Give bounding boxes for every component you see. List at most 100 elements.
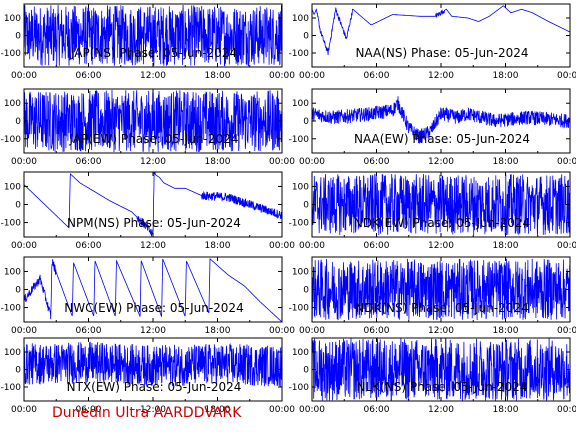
x-tick-label: 18:00 (205, 71, 231, 81)
x-tick-label: 12:00 (428, 241, 454, 251)
x-tick-label: 00:00 (11, 157, 37, 167)
y-tick-label: -100 (1, 304, 22, 314)
y-tick-label: 100 (292, 348, 309, 358)
panel-6: 100 0 -100 00:00 06:00 12:00 18:00 00:00 NWC(EW)… (1, 256, 295, 336)
y-tick-label: 0 (15, 366, 21, 376)
x-tick-label: 06:00 (76, 241, 102, 251)
y-tick-label: 0 (303, 366, 309, 376)
y-tick-label: 0 (15, 117, 21, 127)
phase-trace (24, 4, 282, 67)
x-tick-label: 06:00 (364, 326, 390, 336)
x-tick-label: 18:00 (493, 71, 519, 81)
y-tick-label: 0 (15, 201, 21, 211)
x-tick-label: 00:00 (299, 326, 325, 336)
y-tick-label: -100 (289, 135, 310, 145)
x-tick-label: 18:00 (205, 157, 231, 167)
x-tick-label: 12:00 (140, 326, 166, 336)
x-tick-label: 06:00 (364, 405, 390, 415)
x-tick-label: 18:00 (205, 241, 231, 251)
x-tick-label: 00:00 (11, 326, 37, 336)
panel-title: NAA(EW) Phase: 05-Jun-2024 (354, 132, 530, 146)
y-tick-label: 100 (4, 182, 21, 192)
x-tick-label: 00:00 (269, 71, 295, 81)
panel-1: 100 0 -100 00:00 06:00 12:00 18:00 00:00 NAA(NS)… (289, 3, 576, 81)
x-tick-label: 06:00 (364, 241, 390, 251)
x-tick-label: 06:00 (76, 157, 102, 167)
x-tick-label: 00:00 (11, 241, 37, 251)
phase-trace (24, 341, 282, 387)
x-tick-label: 12:00 (428, 157, 454, 167)
phase-trace (312, 258, 570, 321)
x-tick-label: 00:00 (269, 157, 295, 167)
x-tick-label: 00:00 (557, 405, 576, 415)
y-tick-label: -100 (1, 383, 22, 393)
x-tick-label: 00:00 (11, 405, 37, 415)
x-tick-label: 12:00 (428, 405, 454, 415)
y-tick-label: 100 (4, 99, 21, 109)
panel-title: NLK(NS) Phase: 05-Jun-2024 (357, 380, 528, 394)
x-tick-label: 00:00 (11, 71, 37, 81)
x-tick-label: 18:00 (493, 405, 519, 415)
x-tick-label: 18:00 (205, 405, 231, 415)
y-tick-label: 100 (292, 99, 309, 109)
panel-3: 100 0 -100 00:00 06:00 12:00 18:00 00:00 NAA(EW)… (289, 88, 576, 167)
panel-title: NAA(NS) Phase: 05-Jun-2024 (355, 46, 528, 60)
y-tick-label: -100 (289, 219, 310, 229)
x-tick-label: 00:00 (299, 241, 325, 251)
x-tick-label: 00:00 (269, 326, 295, 336)
phase-trace (312, 338, 570, 401)
panel-7: 100 0 -100 00:00 06:00 12:00 18:00 00:00 NDK(NS)… (289, 256, 576, 336)
x-tick-label: 12:00 (140, 241, 166, 251)
panel-title: NDK(EW) Phase: 05-Jun-2024 (354, 216, 530, 230)
footer-credit: Dunedin Ultra AARDDVARK (52, 405, 242, 421)
y-tick-label: 100 (4, 348, 21, 358)
y-tick-label: -100 (1, 219, 22, 229)
y-tick-label: 0 (303, 117, 309, 127)
panel-title: JAP(NS) Phase: 05-Jun-2024 (70, 46, 237, 60)
panel-0: 100 0 -100 00:00 06:00 12:00 18:00 00:00 JAP(NS)… (1, 3, 295, 81)
y-tick-label: 100 (4, 267, 21, 277)
y-tick-label: 0 (303, 286, 309, 296)
x-tick-label: 00:00 (299, 71, 325, 81)
y-tick-label: 0 (15, 32, 21, 42)
y-tick-label: -100 (289, 304, 310, 314)
phase-trace (312, 5, 570, 56)
x-tick-label: 18:00 (493, 326, 519, 336)
panel-title: NTX(EW) Phase: 05-Jun-2024 (67, 380, 242, 394)
x-tick-label: 06:00 (364, 71, 390, 81)
y-tick-label: -100 (289, 49, 310, 59)
phase-trace (24, 89, 282, 153)
panel-8: 100 0 -100 00:00 06:00 12:00 18:00 00:00 NTX(EW)… (1, 337, 295, 415)
x-tick-label: 06:00 (364, 157, 390, 167)
panel-title: NWC(EW) Phase: 05-Jun-2024 (64, 301, 243, 315)
x-tick-label: 06:00 (76, 405, 102, 415)
y-tick-label: 0 (15, 286, 21, 296)
x-tick-label: 18:00 (493, 157, 519, 167)
y-tick-label: -100 (289, 383, 310, 393)
phase-trace (24, 258, 282, 322)
x-tick-label: 00:00 (299, 405, 325, 415)
x-tick-label: 18:00 (493, 241, 519, 251)
x-tick-label: 12:00 (140, 405, 166, 415)
panel-4: 100 0 -100 00:00 06:00 12:00 18:00 00:00 NPM(NS)… (1, 171, 295, 251)
x-tick-label: 12:00 (428, 71, 454, 81)
panel-9: 100 0 -100 00:00 06:00 12:00 18:00 00:00 NLK(NS)… (289, 337, 576, 415)
panel-title: NPM(NS) Phase: 05-Jun-2024 (67, 216, 241, 230)
phase-trace (24, 172, 282, 237)
y-tick-label: 100 (4, 14, 21, 24)
y-tick-label: 100 (292, 14, 309, 24)
y-tick-label: 0 (303, 32, 309, 42)
x-tick-label: 00:00 (557, 241, 576, 251)
panel-title: JAP(EW) Phase: 05-Jun-2024 (69, 132, 239, 146)
x-tick-label: 06:00 (76, 326, 102, 336)
y-tick-label: -100 (1, 49, 22, 59)
x-tick-label: 12:00 (428, 326, 454, 336)
panel-title: NDK(NS) Phase: 05-Jun-2024 (355, 301, 528, 315)
x-tick-label: 00:00 (269, 405, 295, 415)
x-tick-label: 18:00 (205, 326, 231, 336)
x-tick-label: 00:00 (299, 157, 325, 167)
x-tick-label: 06:00 (76, 71, 102, 81)
phase-trace (312, 96, 570, 144)
x-tick-label: 12:00 (140, 157, 166, 167)
